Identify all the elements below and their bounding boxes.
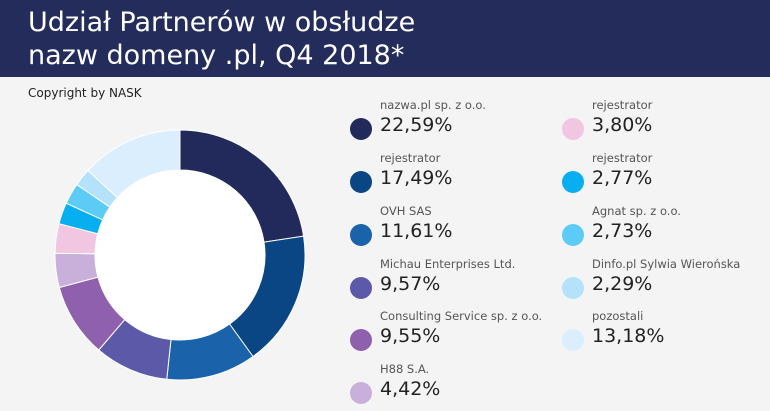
legend-label: rejestrator — [380, 151, 441, 165]
legend-swatch — [562, 329, 584, 351]
header-banner: Udział Partnerów w obsłudze nazw domeny … — [0, 0, 770, 77]
chart-title-line1: Udział Partnerów w obsłudze — [28, 7, 416, 38]
legend-swatch — [350, 382, 372, 404]
legend-swatch — [562, 277, 584, 299]
chart-title: Udział Partnerów w obsłudze nazw domeny … — [28, 6, 415, 72]
legend-swatch — [350, 329, 372, 351]
legend-value: 2,29% — [592, 273, 653, 295]
legend-swatch — [562, 118, 584, 140]
legend-value: 9,55% — [380, 325, 441, 347]
legend-label: H88 S.A. — [380, 362, 430, 376]
legend-item: rejestrator 17,49% — [350, 151, 570, 195]
legend-item: rejestrator 3,80% — [562, 98, 770, 142]
legend-label: OVH SAS — [380, 204, 432, 218]
legend-value: 17,49% — [380, 167, 453, 189]
chart-title-line2: nazw domeny .pl, Q4 2018* — [28, 40, 405, 71]
legend-value: 2,77% — [592, 167, 653, 189]
donut-hole — [95, 170, 265, 340]
legend-value: 3,80% — [592, 114, 653, 136]
legend-value: 22,59% — [380, 114, 453, 136]
legend-item: Consulting Service sp. z o.o. 9,55% — [350, 309, 570, 353]
legend-item: OVH SAS 11,61% — [350, 204, 570, 248]
legend-swatch — [350, 171, 372, 193]
copyright-text: Copyright by NASK — [28, 86, 142, 100]
legend-item: Dinfo.pl Sylwia Wierońska 2,29% — [562, 257, 770, 301]
legend-label: Dinfo.pl Sylwia Wierońska — [592, 257, 741, 271]
legend-item: nazwa.pl sp. z o.o. 22,59% — [350, 98, 570, 142]
legend-swatch — [350, 118, 372, 140]
legend-label: Michau Enterprises Ltd. — [380, 257, 516, 271]
legend-label: rejestrator — [592, 151, 653, 165]
legend-swatch — [350, 277, 372, 299]
legend-value: 4,42% — [380, 378, 441, 400]
legend-value: 2,73% — [592, 220, 653, 242]
legend-item: Agnat sp. z o.o. 2,73% — [562, 204, 770, 248]
legend-label: nazwa.pl sp. z o.o. — [380, 98, 486, 112]
legend-item: rejestrator 2,77% — [562, 151, 770, 195]
legend-item: pozostali 13,18% — [562, 309, 770, 353]
legend-value: 13,18% — [592, 325, 665, 347]
legend-label: rejestrator — [592, 98, 653, 112]
legend-item: H88 S.A. 4,42% — [350, 362, 570, 406]
legend-label: Agnat sp. z o.o. — [592, 204, 681, 218]
legend-label: pozostali — [592, 309, 644, 323]
legend-label: Consulting Service sp. z o.o. — [380, 309, 543, 323]
legend-value: 11,61% — [380, 220, 453, 242]
legend-swatch — [562, 224, 584, 246]
legend-item: Michau Enterprises Ltd. 9,57% — [350, 257, 570, 301]
legend-swatch — [562, 171, 584, 193]
legend-value: 9,57% — [380, 273, 441, 295]
legend-swatch — [350, 224, 372, 246]
